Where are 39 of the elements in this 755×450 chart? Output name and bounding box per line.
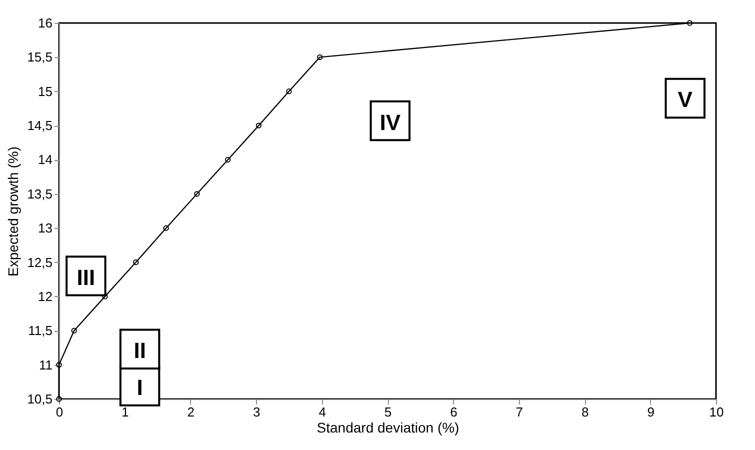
point bbox=[286, 88, 292, 94]
point bbox=[256, 122, 262, 128]
x-tick-label: 10 bbox=[709, 404, 724, 420]
x-tick-label: 0 bbox=[56, 404, 64, 420]
x-tick-label: 2 bbox=[187, 404, 195, 420]
x-tick-label: 1 bbox=[122, 404, 129, 420]
y-tick-label: 15,5 bbox=[27, 50, 52, 65]
y-tick-label: 13,5 bbox=[27, 186, 52, 202]
annotation: III bbox=[76, 264, 96, 290]
x-tick-label: 9 bbox=[647, 404, 654, 420]
y-tick-label: 14,5 bbox=[27, 118, 52, 134]
x-tick-label: 5 bbox=[384, 404, 392, 420]
point bbox=[56, 362, 62, 368]
x-tick-label: 6 bbox=[450, 404, 458, 420]
y-tick-label: 10,5 bbox=[27, 392, 52, 406]
x-tick-label: 3 bbox=[252, 404, 260, 420]
point bbox=[133, 259, 139, 266]
y-axis-title: Expected growth (%) bbox=[5, 146, 22, 276]
x-tick-label: 7 bbox=[516, 404, 524, 420]
point bbox=[71, 328, 77, 334]
x-axis-title: Standard deviation (%) bbox=[316, 420, 460, 436]
point bbox=[163, 225, 169, 231]
y-tick-label: 13 bbox=[38, 220, 52, 236]
annotation: IV bbox=[380, 110, 401, 135]
point bbox=[225, 156, 231, 163]
y-tick-label: 12 bbox=[38, 288, 52, 304]
y-tick-label: 14 bbox=[38, 152, 52, 168]
annotation: V bbox=[678, 87, 693, 112]
x-tick-label: 8 bbox=[581, 404, 589, 420]
y-tick-label: 12,5 bbox=[27, 254, 52, 270]
annotation: II bbox=[134, 338, 146, 364]
y-tick-label: 15 bbox=[38, 84, 52, 99]
y-tick-label: 11 bbox=[39, 357, 52, 372]
y-tick-label: 11,5 bbox=[28, 323, 52, 338]
y-tick-label: 16 bbox=[38, 16, 52, 30]
x-tick-label: 4 bbox=[318, 404, 326, 420]
annotation: I bbox=[136, 375, 143, 400]
point bbox=[316, 54, 323, 60]
point bbox=[194, 191, 200, 197]
